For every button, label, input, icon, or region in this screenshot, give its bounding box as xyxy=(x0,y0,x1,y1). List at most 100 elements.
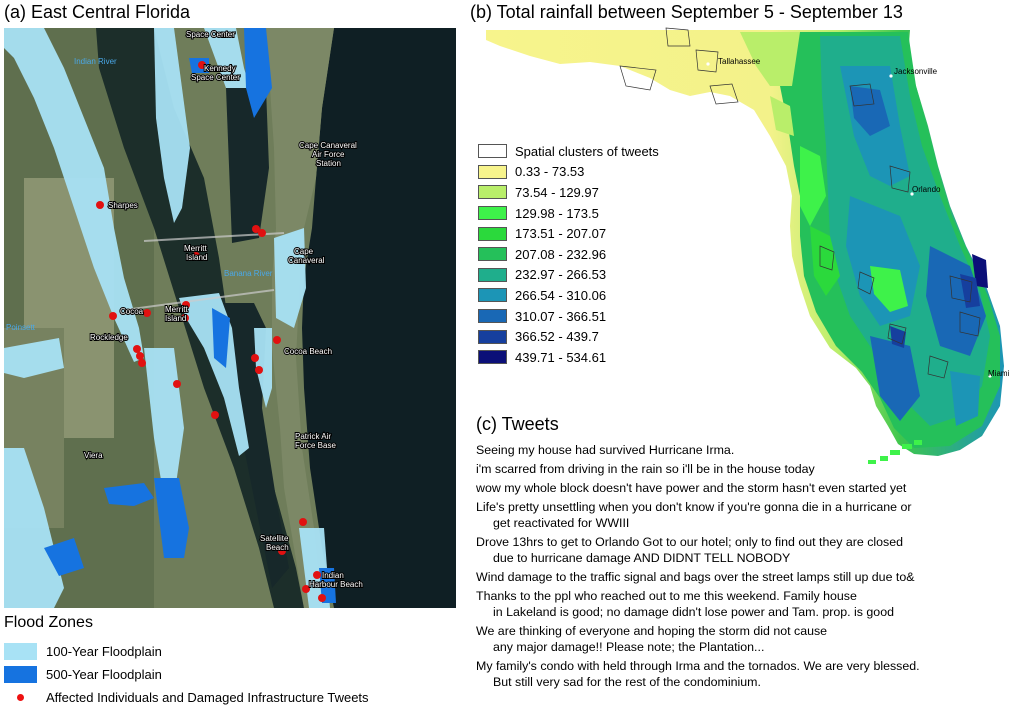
tweet-line-2: in Lakeland is good; no damage didn't lo… xyxy=(493,605,894,619)
tweet-line-1: We are thinking of everyone and hoping t… xyxy=(476,624,828,638)
rain-legend-item: 266.54 - 310.06 xyxy=(478,285,659,306)
legend-item-tweets: Affected Individuals and Damaged Infrast… xyxy=(4,686,454,709)
label-satellite-2: Beach xyxy=(266,543,289,552)
tweet-line-2: But still very sad for the rest of the c… xyxy=(493,675,761,689)
rain-legend-label: Spatial clusters of tweets xyxy=(515,143,659,159)
tweet-line-2: due to hurricane damage AND DIDNT TELL N… xyxy=(493,551,791,565)
label-indian-river: Indian River xyxy=(74,57,117,66)
red-dot-icon xyxy=(17,694,24,701)
rain-legend-swatch xyxy=(478,164,507,179)
tweet-line-1: Seeing my house had survived Hurricane I… xyxy=(476,443,735,457)
label-space-center-top: Space Center xyxy=(186,30,235,39)
legend-label-500-year: 500-Year Floodplain xyxy=(46,667,162,682)
legend-label-100-year: 100-Year Floodplain xyxy=(46,644,162,659)
city-tallahassee: Tallahassee xyxy=(718,57,761,66)
rain-legend-item: 310.07 - 366.51 xyxy=(478,306,659,327)
rain-legend-label: 73.54 - 129.97 xyxy=(515,184,599,200)
rain-legend-item: 439.71 - 534.61 xyxy=(478,347,659,368)
tweet-line-1: wow my whole block doesn't have power an… xyxy=(476,481,907,495)
label-cocoa: Cocoa xyxy=(120,307,144,316)
rain-legend-swatch xyxy=(478,350,507,365)
tweet-item: i'm scarred from driving in the rain so … xyxy=(476,461,1022,477)
panel-b-title: (b) Total rainfall between September 5 -… xyxy=(470,2,903,22)
flood-zones-legend-title: Flood Zones xyxy=(4,614,93,631)
tweet-line-1: Thanks to the ppl who reached out to me … xyxy=(476,589,857,603)
tweet-line-2: any major damage!! Please note; the Plan… xyxy=(493,640,765,654)
rain-legend-label: 173.51 - 207.07 xyxy=(515,226,607,242)
city-jacksonville: Jacksonville xyxy=(894,67,938,76)
rain-legend-item: 232.97 - 266.53 xyxy=(478,265,659,286)
rain-legend-label: 366.52 - 439.7 xyxy=(515,329,599,345)
tweet-item: wow my whole block doesn't have power an… xyxy=(476,480,1022,496)
legend-item-500-year: 500-Year Floodplain xyxy=(4,663,454,686)
label-patrick-1: Patrick Air xyxy=(295,432,331,441)
flood-zones-legend: Flood Zones 100-Year Floodplain 500-Year… xyxy=(4,614,454,709)
rain-legend-item: 173.51 - 207.07 xyxy=(478,223,659,244)
legend-item-100-year: 100-Year Floodplain xyxy=(4,640,454,663)
rain-legend-label: 0.33 - 73.53 xyxy=(515,164,585,180)
panel-c-title: (c) Tweets xyxy=(476,414,559,434)
label-patrick-2: Force Base xyxy=(295,441,336,450)
tweet-item: Thanks to the ppl who reached out to me … xyxy=(476,588,1022,620)
label-cape-1: Cape xyxy=(294,247,314,256)
rain-legend-swatch xyxy=(478,288,507,303)
tweet-item: Drove 13hrs to get to Orlando Got to our… xyxy=(476,534,1022,566)
legend-swatch-500-year xyxy=(4,666,37,683)
rain-legend-swatch xyxy=(478,309,507,324)
tweet-item: Wind damage to the traffic signal and ba… xyxy=(476,569,1022,585)
tweet-line-1: Drove 13hrs to get to Orlando Got to our… xyxy=(476,535,904,549)
label-merritt-island-2: Island xyxy=(186,253,207,262)
rain-legend-label: 310.07 - 366.51 xyxy=(515,308,607,324)
rain-legend-swatch xyxy=(478,247,507,262)
rain-legend-swatch xyxy=(478,144,507,159)
tweet-item: Seeing my house had survived Hurricane I… xyxy=(476,442,1022,458)
tweets-panel: (c) Tweets Seeing my house had survived … xyxy=(476,414,1022,693)
label-rockledge: Rockledge xyxy=(90,333,128,342)
label-ccafs-2: Air Force xyxy=(312,150,345,159)
rain-legend-label: 439.71 - 534.61 xyxy=(515,349,607,365)
florida-rainfall-map[interactable]: Tallahassee Jacksonville Orlando Miami xyxy=(470,26,1018,474)
legend-label-tweets: Affected Individuals and Damaged Infrast… xyxy=(46,690,369,705)
rain-legend-item: 0.33 - 73.53 xyxy=(478,162,659,183)
rain-legend-swatch xyxy=(478,226,507,241)
east-central-florida-map[interactable]: Space Center Kennedy Space Center Cape C… xyxy=(4,28,456,608)
label-cocoa-beach: Cocoa Beach xyxy=(284,347,332,356)
label-ihb-1: Indian xyxy=(322,571,344,580)
label-banana-river: Banana River xyxy=(224,269,273,278)
tweet-line-1: Life's pretty unsettling when you don't … xyxy=(476,500,912,514)
legend-swatch-100-year xyxy=(4,643,37,660)
rain-legend-label: 207.08 - 232.96 xyxy=(515,246,607,262)
rain-legend-label: 129.98 - 173.5 xyxy=(515,205,599,221)
label-viera: Viera xyxy=(84,451,103,460)
tweet-line-2: get reactivated for WWIII xyxy=(493,516,630,530)
tweet-item: We are thinking of everyone and hoping t… xyxy=(476,623,1022,655)
city-miami: Miami xyxy=(988,369,1010,378)
label-space-center: Space Center xyxy=(191,73,240,82)
rain-legend-label: 266.54 - 310.06 xyxy=(515,287,607,303)
label-satellite-1: Satellite xyxy=(260,534,289,543)
tweet-item: My family's condo with held through Irma… xyxy=(476,658,1022,690)
rain-legend-item: 73.54 - 129.97 xyxy=(478,182,659,203)
tweet-line-1: Wind damage to the traffic signal and ba… xyxy=(476,570,915,584)
label-cape-2: Canaveral xyxy=(288,256,325,265)
rain-legend-swatch xyxy=(478,267,507,282)
label-merritt-island-b1: Merritt xyxy=(165,305,188,314)
tweet-item: Life's pretty unsettling when you don't … xyxy=(476,499,1022,531)
label-ccafs-3: Station xyxy=(316,159,341,168)
rainfall-legend: Spatial clusters of tweets 0.33 - 73.53 … xyxy=(478,141,659,368)
label-ihb-2: Harbour Beach xyxy=(309,580,363,589)
rain-legend-item: 207.08 - 232.96 xyxy=(478,244,659,265)
rain-legend-label: 232.97 - 266.53 xyxy=(515,267,607,283)
tweet-line-1: i'm scarred from driving in the rain so … xyxy=(476,462,815,476)
rain-legend-swatch xyxy=(478,185,507,200)
rain-legend-swatch xyxy=(478,329,507,344)
tweet-line-1: My family's condo with held through Irma… xyxy=(476,659,920,673)
city-orlando: Orlando xyxy=(912,185,941,194)
panel-a-title: (a) East Central Florida xyxy=(4,2,191,22)
rain-legend-item: 129.98 - 173.5 xyxy=(478,203,659,224)
label-poinsett: Poinsett xyxy=(6,323,36,332)
rain-legend-item: 366.52 - 439.7 xyxy=(478,326,659,347)
rain-legend-swatch xyxy=(478,206,507,221)
label-merritt-island-1: Merritt xyxy=(184,244,207,253)
rain-legend-item: Spatial clusters of tweets xyxy=(478,141,659,162)
